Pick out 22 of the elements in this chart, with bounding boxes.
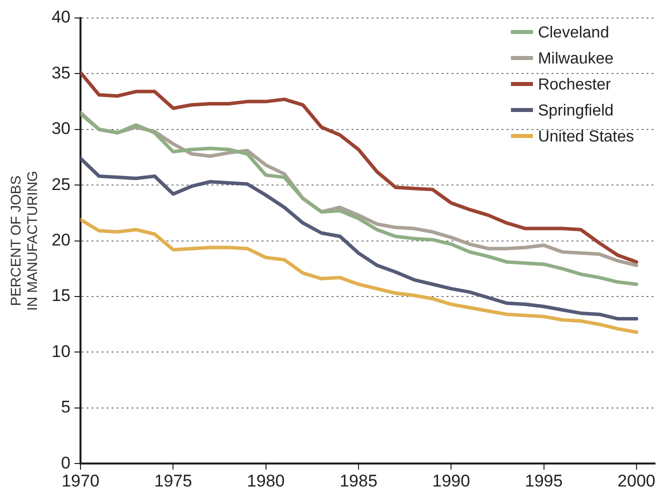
y-tick-label: 15 bbox=[52, 286, 71, 306]
y-tick-label: 5 bbox=[61, 398, 71, 417]
x-tick-label: 1985 bbox=[340, 471, 378, 490]
y-axis-title: PERCENT OF JOBS IN MANUFACTURING bbox=[7, 170, 40, 311]
legend-label: Cleveland bbox=[538, 24, 610, 42]
x-tick-label: 1970 bbox=[62, 471, 100, 490]
legend-label: Milwaukee bbox=[538, 50, 614, 68]
y-tick-label: 20 bbox=[52, 230, 71, 250]
x-tick-label: 1995 bbox=[524, 471, 563, 490]
y-tick-label: 30 bbox=[52, 119, 71, 138]
x-tick-label: 1980 bbox=[246, 471, 285, 490]
y-tick-label: 25 bbox=[52, 174, 71, 194]
legend-label: Springfield bbox=[538, 102, 614, 120]
legend-label: United States bbox=[538, 128, 634, 146]
y-tick-label: 0 bbox=[61, 453, 71, 472]
x-tick-label: 1990 bbox=[432, 471, 470, 490]
x-tick-label: 1975 bbox=[154, 471, 192, 490]
y-tick-label: 35 bbox=[52, 63, 71, 82]
legend-label: Rochester bbox=[538, 76, 612, 94]
y-tick-label: 10 bbox=[52, 342, 71, 361]
x-tick-label: 2000 bbox=[618, 471, 656, 490]
y-tick-label: 40 bbox=[52, 8, 71, 27]
